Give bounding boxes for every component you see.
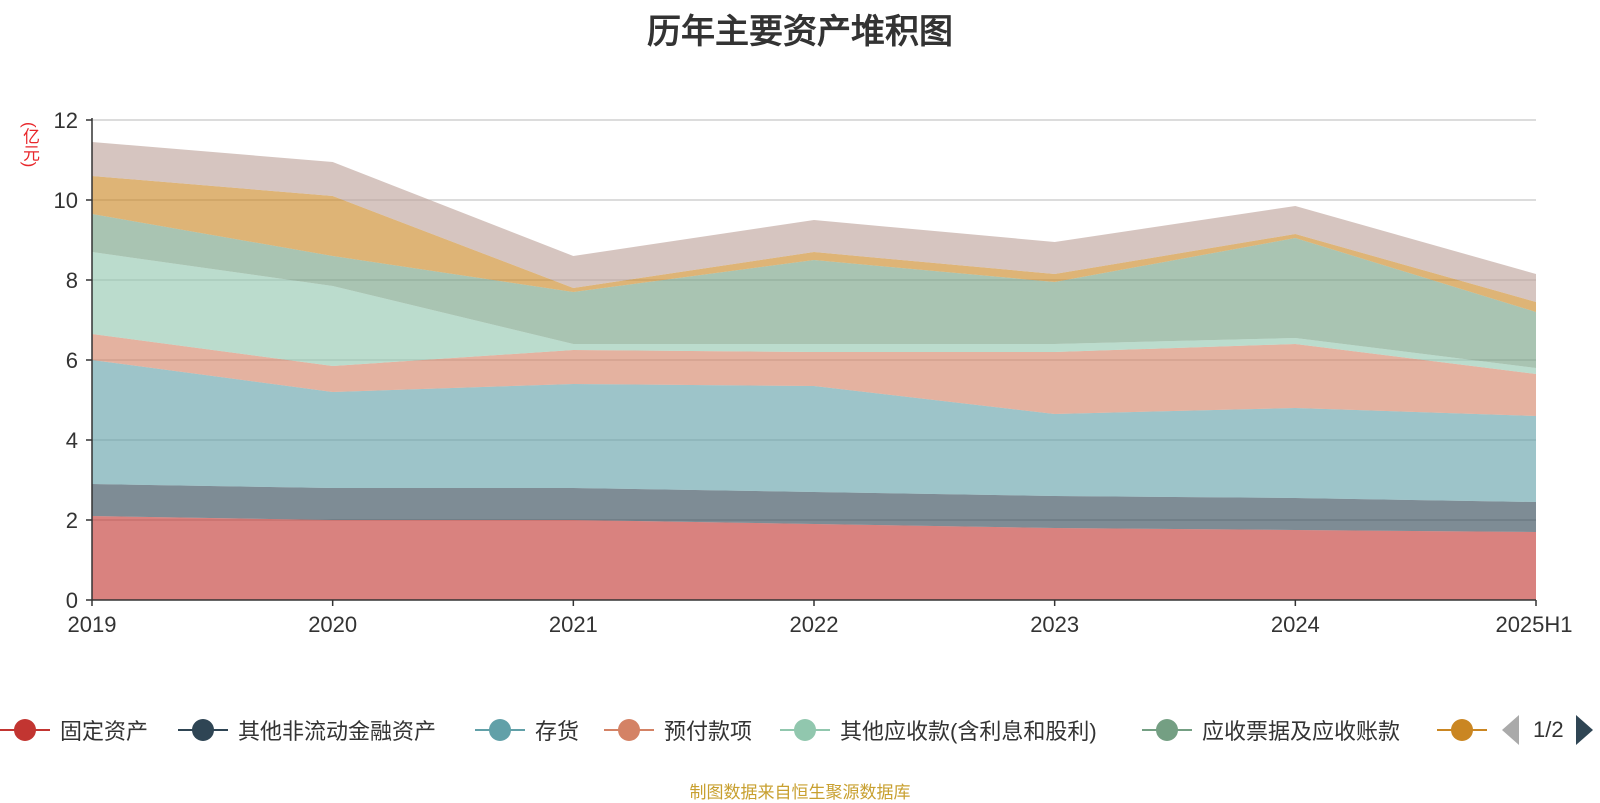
area-series-1 [92, 484, 1536, 532]
y-axis-tick-label: 10 [54, 188, 78, 213]
legend-marker [1437, 715, 1487, 745]
y-axis-tick-label: 8 [66, 268, 78, 293]
legend-page-indicator: 1/2 [1533, 717, 1564, 742]
legend-label: 预付款项 [664, 719, 753, 744]
y-axis-unit-label: (亿元) [20, 122, 39, 168]
area-series-2 [92, 360, 1536, 502]
legend-marker [475, 715, 525, 745]
legend-label: 存货 [535, 719, 580, 744]
legend-label: 其他非流动金融资产 [238, 719, 437, 744]
x-axis-tick-label: 2022 [790, 612, 839, 637]
legend-item-2[interactable]: 存货 [475, 715, 579, 745]
legend-item-6[interactable] [1437, 715, 1497, 745]
legend-item-4[interactable]: 其他应收款(含利息和股利) [780, 715, 1097, 745]
area-series-5 [92, 214, 1536, 368]
y-axis-tick-label: 2 [66, 508, 78, 533]
y-axis-tick-label: 0 [66, 588, 78, 613]
area-series [92, 142, 1536, 600]
legend-label: 应收票据及应收账款 [1202, 719, 1401, 744]
area-series-7 [92, 142, 1536, 302]
y-axis-tick-label: 12 [54, 108, 78, 133]
area-series-4 [92, 252, 1536, 374]
stacked-area-chart: 0 2 4 6 8 10 12 2019 2020 2021 2022 2023 2024 2025H1 [54, 108, 1573, 637]
x-axis-tick-label: 2021 [549, 612, 598, 637]
axes: 0 2 4 6 8 10 12 2019 2020 2021 2022 2023 2024 2025H1 [54, 108, 1573, 637]
area-series-6 [92, 176, 1536, 312]
x-axis-tick-label: 2025H1 [1495, 612, 1572, 637]
y-axis-tick-label: 6 [66, 348, 78, 373]
chart-title: 历年主要资产堆积图 [647, 13, 953, 51]
x-axis-tick-label: 2024 [1271, 612, 1320, 637]
x-axis-tick-label: 2023 [1030, 612, 1079, 637]
legend-marker [780, 715, 830, 745]
legend-item-0[interactable]: 固定资产 [0, 715, 148, 745]
x-axis-tick-label: 2020 [308, 612, 357, 637]
legend-label: 其他应收款(含利息和股利) [840, 719, 1097, 744]
legend-marker [604, 715, 654, 745]
legend-marker [178, 715, 228, 745]
legend: 固定资产 其他非流动金融资产 存货 预付款项 其他应收款(含利息和股利) 应收票… [0, 715, 1600, 745]
area-series-0 [92, 516, 1536, 600]
legend-prev-page-icon[interactable] [1502, 715, 1519, 745]
legend-next-page-icon[interactable] [1575, 715, 1593, 745]
legend-marker [0, 715, 50, 745]
legend-label: 固定资产 [60, 719, 149, 744]
y-axis-tick-label: 4 [66, 428, 78, 453]
legend-item-5[interactable]: 应收票据及应收账款 [1142, 715, 1400, 745]
legend-item-1[interactable]: 其他非流动金融资产 [178, 715, 436, 745]
legend-pager: 1/2 [1502, 715, 1593, 745]
legend-item-3[interactable]: 预付款项 [604, 715, 752, 745]
area-series-3 [92, 334, 1536, 416]
data-source-note: 制图数据来自恒生聚源数据库 [689, 783, 911, 802]
x-axis-tick-label: 2019 [68, 612, 117, 637]
legend-marker [1142, 715, 1192, 745]
